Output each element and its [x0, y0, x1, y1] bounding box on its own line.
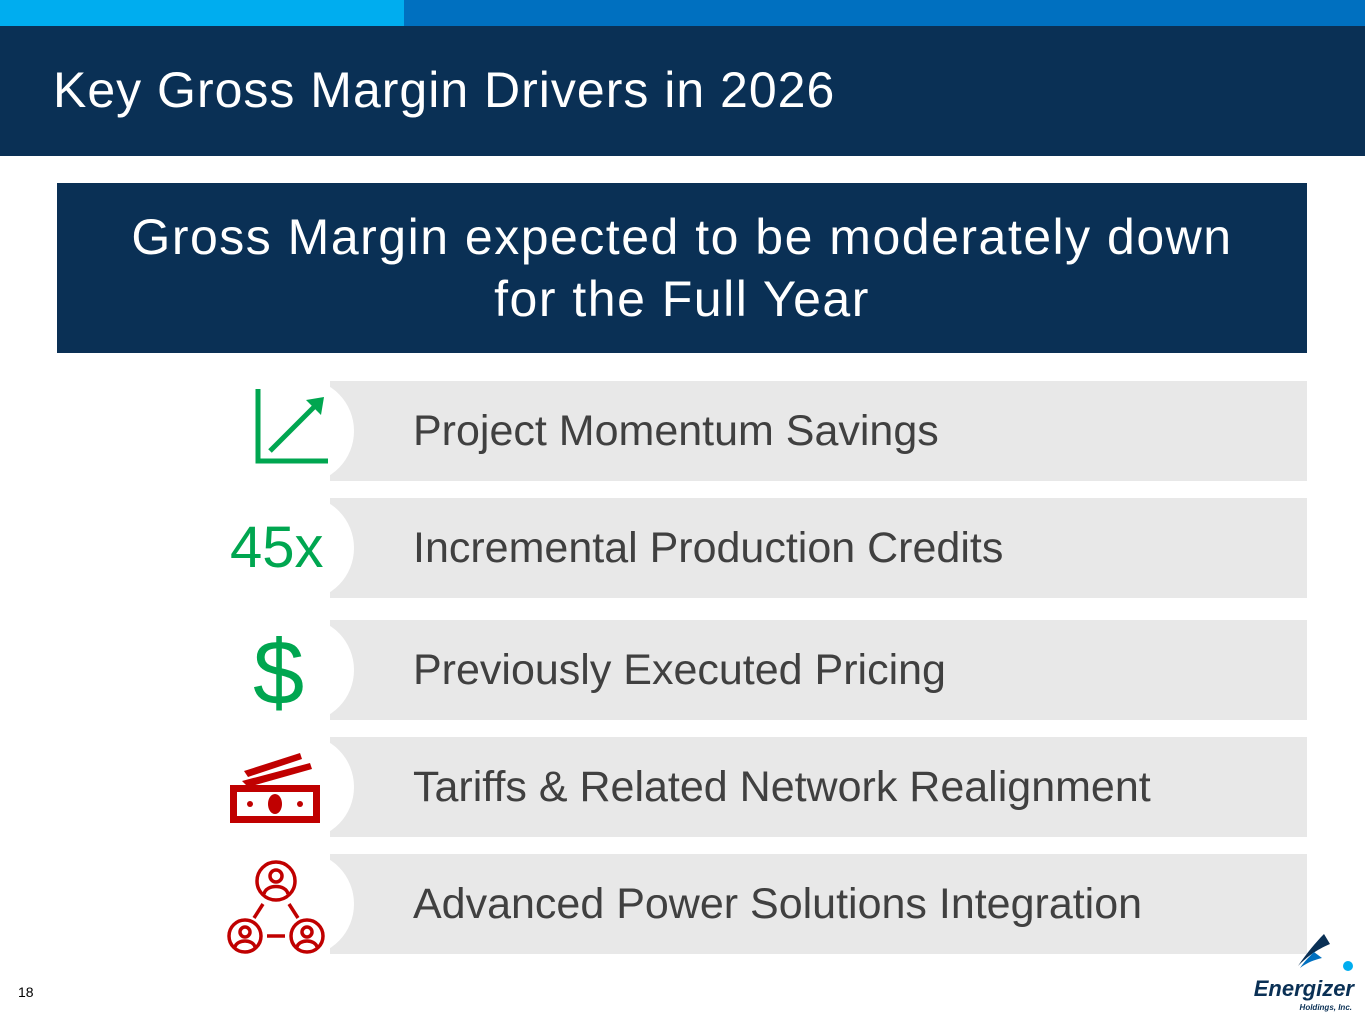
logo-subtitle: Holdings, Inc.	[1300, 1003, 1352, 1012]
headline-line-1: Gross Margin expected to be moderately d…	[131, 209, 1233, 265]
title-band	[0, 26, 1365, 156]
driver-row: Tariffs & Related Network Realignment	[0, 735, 1365, 839]
headline-banner: Gross Margin expected to be moderately d…	[57, 183, 1307, 353]
driver-label: Previously Executed Pricing	[413, 646, 946, 694]
driver-label: Advanced Power Solutions Integration	[413, 880, 1143, 928]
driver-row: 45x Incremental Production Credits	[0, 496, 1365, 600]
logo-wordmark: Energizer	[1254, 976, 1356, 1001]
45x-credit-icon: 45x	[230, 515, 324, 580]
driver-bar-notch	[252, 496, 354, 600]
people-network-icon	[227, 860, 325, 954]
driver-bar-notch	[252, 618, 354, 722]
driver-bar	[330, 498, 1307, 598]
page-title: Key Gross Margin Drivers in 2026	[53, 62, 836, 118]
dollar-sign-icon: $	[253, 622, 305, 724]
driver-bar	[330, 620, 1307, 720]
energizer-logo: Energizer Holdings, Inc.	[1254, 934, 1356, 1012]
trend-up-chart-icon	[255, 389, 328, 464]
driver-label: Project Momentum Savings	[413, 407, 939, 455]
driver-row: Project Momentum Savings	[0, 379, 1365, 483]
page-number: 18	[18, 984, 34, 1000]
cash-bills-icon	[230, 753, 320, 823]
driver-label: Incremental Production Credits	[413, 524, 1004, 572]
driver-bar-notch	[252, 852, 354, 956]
driver-bar	[330, 381, 1307, 481]
driver-row: Advanced Power Solutions Integration	[0, 852, 1365, 956]
driver-bar	[330, 854, 1307, 954]
top-accent-bar-light	[0, 0, 404, 26]
driver-bar	[330, 737, 1307, 837]
driver-bar-notch	[252, 379, 354, 483]
driver-row: $ Previously Executed Pricing	[0, 618, 1365, 724]
driver-label: Tariffs & Related Network Realignment	[413, 763, 1151, 811]
top-accent-bar-dark	[404, 0, 1365, 26]
headline-line-2: for the Full Year	[494, 271, 870, 327]
